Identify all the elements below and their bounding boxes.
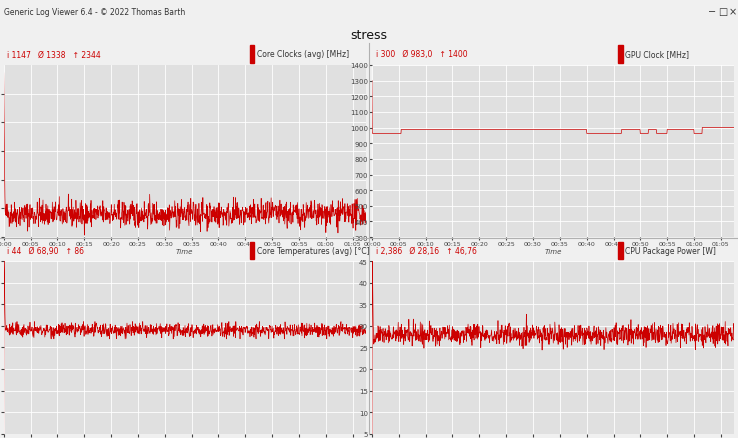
Text: i 44   Ø 68,90   ↑ 86: i 44 Ø 68,90 ↑ 86 bbox=[7, 246, 84, 255]
Text: GPU Clock [MHz]: GPU Clock [MHz] bbox=[625, 50, 689, 59]
Bar bbox=[250, 242, 255, 259]
Bar bbox=[250, 46, 255, 64]
Text: Generic Log Viewer 6.4 - © 2022 Thomas Barth: Generic Log Viewer 6.4 - © 2022 Thomas B… bbox=[4, 7, 185, 17]
Bar bbox=[618, 46, 623, 64]
Text: □: □ bbox=[718, 7, 727, 17]
Text: i 1147   Ø 1338   ↑ 2344: i 1147 Ø 1338 ↑ 2344 bbox=[7, 50, 101, 59]
Text: −: − bbox=[708, 7, 717, 17]
Text: Core Clocks (avg) [MHz]: Core Clocks (avg) [MHz] bbox=[257, 50, 349, 59]
X-axis label: Time: Time bbox=[545, 248, 562, 254]
Text: i 2,386   Ø 28,16   ↑ 46,76: i 2,386 Ø 28,16 ↑ 46,76 bbox=[376, 246, 477, 255]
X-axis label: Time: Time bbox=[176, 248, 193, 254]
Text: Core Temperatures (avg) [°C]: Core Temperatures (avg) [°C] bbox=[257, 246, 369, 255]
Text: stress: stress bbox=[351, 29, 387, 42]
Text: ×: × bbox=[728, 7, 737, 17]
Text: CPU Package Power [W]: CPU Package Power [W] bbox=[625, 246, 716, 255]
Bar bbox=[618, 242, 623, 259]
Text: i 300   Ø 983,0   ↑ 1400: i 300 Ø 983,0 ↑ 1400 bbox=[376, 50, 467, 59]
